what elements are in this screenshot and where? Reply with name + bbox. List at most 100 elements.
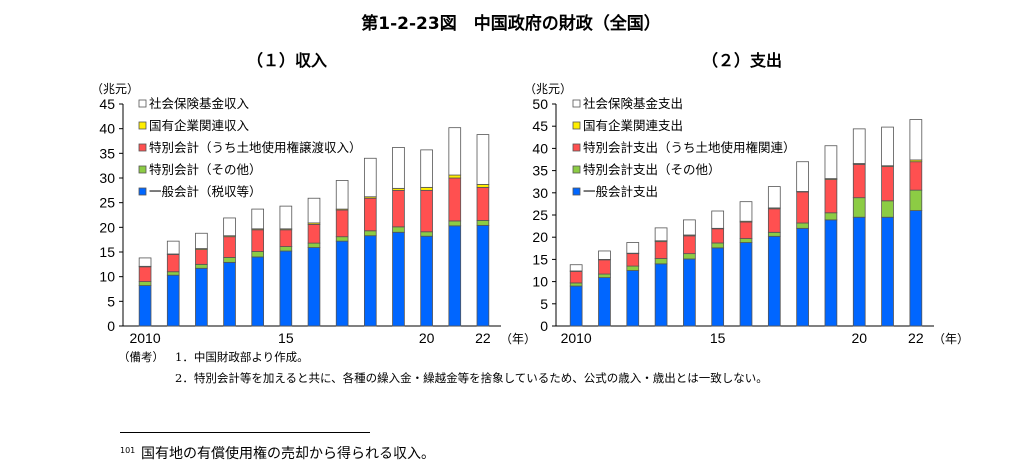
- bar-segment: [392, 226, 405, 233]
- bar-segment: [711, 210, 725, 229]
- y-tick-label: 40: [532, 140, 548, 156]
- bar-segment: [251, 251, 265, 258]
- legend-swatch: [572, 187, 581, 196]
- bar-segment: [448, 220, 462, 227]
- x-tick-label: 2010: [561, 330, 592, 346]
- bar-segment: [363, 197, 377, 232]
- bar-segment: [420, 235, 433, 327]
- legend-label: 国有企業関連収入: [149, 118, 250, 133]
- y-tick-label: 10: [99, 269, 115, 285]
- footnote-text: 国有地の有償使用権の売却から得られる収入。: [141, 446, 435, 462]
- legend-label: 国有企業関連支出: [583, 118, 683, 133]
- bar-segment: [852, 128, 866, 164]
- bar-segment: [852, 163, 866, 199]
- bar-segment: [569, 270, 583, 284]
- bar-segment: [824, 145, 838, 179]
- bar-segment: [626, 242, 640, 254]
- bar-segment: [881, 166, 894, 202]
- y-tick-label: 20: [99, 219, 115, 235]
- chart-title-revenue: （１）収入: [247, 51, 328, 70]
- bar-segment: [654, 241, 668, 259]
- bar-segment: [279, 229, 293, 247]
- bar-segment: [223, 217, 236, 237]
- legend-swatch: [138, 143, 147, 152]
- bar-segment: [279, 250, 293, 327]
- y-tick-label: 15: [532, 251, 548, 267]
- bar-segment: [881, 200, 894, 218]
- y-tick-label: 25: [532, 207, 548, 223]
- x-tick-label: 2010: [129, 330, 160, 346]
- legend-swatch: [138, 165, 147, 174]
- x-tick-label: 20: [419, 330, 435, 346]
- bar-segment: [251, 256, 265, 327]
- y-tick-label: 5: [107, 293, 115, 309]
- y-tick-label: 40: [99, 121, 115, 137]
- bar-segment: [739, 221, 753, 239]
- bar-segment: [335, 236, 349, 242]
- bar-segment: [307, 242, 321, 248]
- notes-label: （備考）: [118, 350, 164, 364]
- bar-segment: [166, 240, 180, 255]
- bar-segment: [420, 186, 433, 191]
- footnote-number: 101: [120, 446, 136, 455]
- legend-swatch: [572, 121, 581, 130]
- bar-segment: [307, 197, 321, 224]
- legend-label: 社会保険基金支出: [583, 96, 683, 111]
- legend-swatch: [138, 99, 147, 108]
- bar-segment: [909, 161, 923, 191]
- x-tick-label: 22: [475, 330, 491, 346]
- bar-segment: [138, 257, 152, 267]
- bar-segment: [448, 127, 462, 176]
- bar-segment: [683, 253, 696, 260]
- bar-segment: [476, 220, 490, 226]
- expenditure-chart: 0 5 10 15 20 25 30 35 40 45 50（兆元） 2010 15 20 22 （年） 社会保…: [524, 82, 969, 346]
- bar-segment: [569, 282, 583, 287]
- revenue-chart: 0 5 10 15 20 25 30 35 40 45（兆元） 2010 15 20 22 （年） 社会保険基…: [91, 82, 536, 346]
- bar-segment: [392, 147, 405, 189]
- bar-segment: [852, 197, 866, 218]
- bar-segment: [279, 246, 293, 252]
- bar-segment: [138, 281, 152, 286]
- bar-segment: [223, 261, 236, 327]
- legend-label: 特別会計（その他）: [149, 162, 262, 177]
- bar-segment: [767, 208, 781, 233]
- y-axis-unit: （兆元）: [524, 82, 572, 96]
- bar-segment: [138, 266, 152, 282]
- bar-segment: [223, 236, 236, 258]
- legend-swatch: [572, 99, 581, 108]
- bar-segment: [335, 209, 349, 238]
- legend-label: 特別会計支出（うち土地使用権関連）: [583, 140, 796, 155]
- bar-segment: [279, 205, 293, 230]
- bar-segment: [307, 223, 321, 244]
- x-tick-label: 15: [710, 330, 726, 346]
- legend-swatch: [138, 121, 147, 130]
- bar-segment: [824, 179, 838, 214]
- bar-segment: [711, 242, 725, 249]
- bar-segment: [251, 208, 265, 230]
- bar-segment: [420, 189, 433, 233]
- bar-segment: [767, 186, 781, 209]
- bar-segment: [195, 249, 208, 265]
- bar-segment: [824, 212, 838, 221]
- note-1: 1．中国財政部より作成。: [175, 350, 309, 364]
- y-tick-label: 45: [99, 96, 115, 112]
- chart-title-expenditure: （２）支出: [702, 51, 783, 70]
- y-tick-label: 25: [99, 195, 115, 211]
- y-tick-label: 5: [540, 296, 548, 312]
- bar-segment: [195, 263, 208, 269]
- legend-label: 特別会計（うち土地使用権譲渡収入）: [149, 140, 362, 155]
- bar-segment: [392, 189, 405, 228]
- bar-segment: [363, 235, 377, 327]
- bar-segment: [251, 229, 265, 252]
- x-tick-label: 20: [851, 330, 867, 346]
- bar-segment: [448, 174, 462, 179]
- bar-segment: [166, 271, 180, 276]
- bar-segment: [626, 253, 640, 267]
- bar-segment: [335, 240, 349, 327]
- x-axis-unit: （年）: [933, 332, 969, 346]
- legend-swatch: [572, 165, 581, 174]
- bar-segment: [363, 230, 377, 237]
- bar-segment: [739, 242, 753, 327]
- footnote-divider: [120, 432, 370, 433]
